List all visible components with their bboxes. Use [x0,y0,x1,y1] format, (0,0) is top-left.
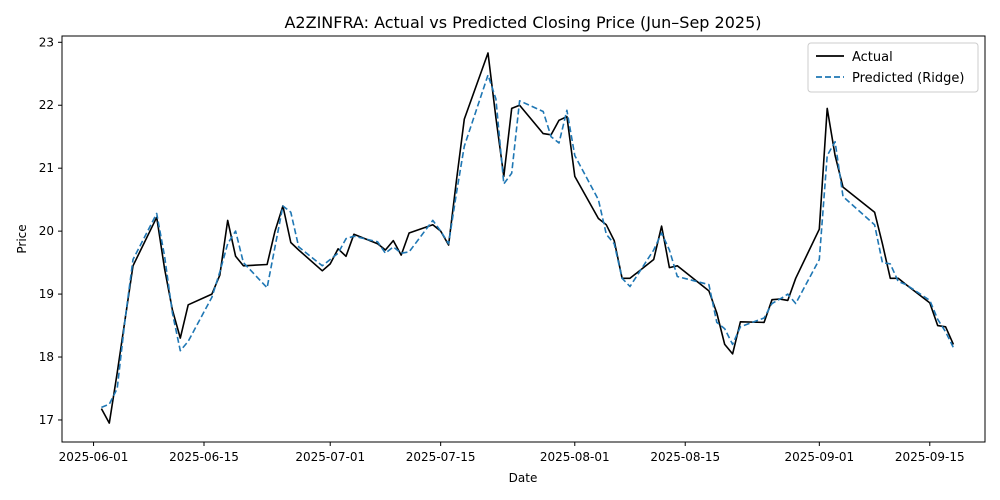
axes-frame [61,35,986,443]
x-tick-label: 2025-07-15 [406,450,476,464]
y-axis-label: Price [15,224,29,253]
y-tick-label: 22 [39,98,54,112]
x-tick-label: 2025-08-01 [540,450,610,464]
y-tick-label: 18 [39,350,54,364]
x-tick-label: 2025-09-15 [895,450,965,464]
x-axis-label: Date [509,471,538,485]
x-tick-label: 2025-06-01 [59,450,129,464]
plot-area [100,52,955,424]
y-tick-label: 20 [39,224,54,238]
y-tick-label: 19 [39,287,54,301]
legend-label-predicted: Predicted (Ridge) [852,71,964,86]
series-line-predicted [101,74,955,409]
x-tick-label: 2025-06-15 [169,450,239,464]
legend-box [807,42,979,93]
y-tick-label: 17 [39,413,54,427]
y-tick-label: 21 [39,161,54,175]
legend-label-actual: Actual [852,50,893,65]
x-tick-label: 2025-08-15 [650,450,720,464]
x-axis: 2025-06-01 2025-06-15 2025-07-01 2025-07-15… [59,442,965,464]
chart-title: A2ZINFRA: Actual vs Predicted Closing Pr… [284,13,761,32]
y-axis: 17 18 19 20 21 22 23 [39,35,62,427]
x-tick-label: 2025-07-01 [295,450,365,464]
y-tick-label: 23 [39,35,54,49]
legend: Actual Predicted (Ridge) [807,42,979,93]
x-tick-label: 2025-09-01 [784,450,854,464]
series-line-actual [100,52,955,424]
